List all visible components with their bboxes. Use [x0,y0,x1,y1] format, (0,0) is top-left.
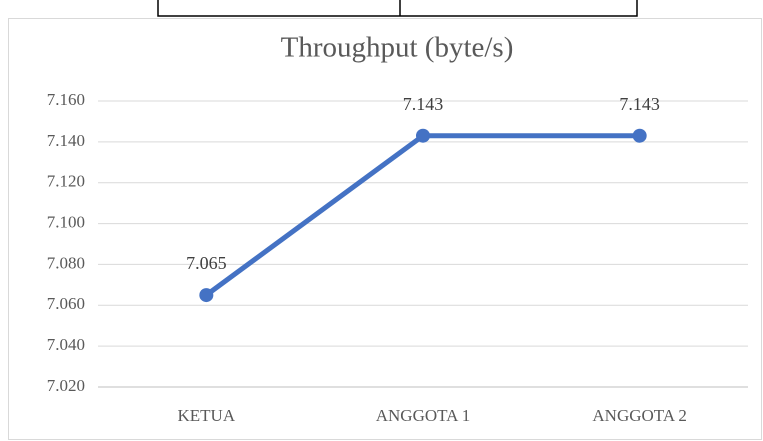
data-label: 7.143 [619,94,660,114]
y-tick-label: 7.120 [47,172,85,191]
data-label: 7.143 [403,94,444,114]
data-point [199,288,214,303]
y-tick-label: 7.060 [47,294,85,313]
y-tick-label: 7.100 [47,212,85,231]
x-tick-label: ANGGOTA 2 [592,406,687,425]
data-point [416,128,430,143]
data-label: 7.065 [186,253,227,273]
cropped-table [157,0,638,17]
y-tick-label: 7.080 [47,253,85,272]
chart-border [8,18,762,440]
y-tick-label: 7.160 [47,90,85,109]
data-point [632,128,647,143]
x-tick-label: ANGGOTA 1 [376,406,471,425]
x-tick-label: KETUA [178,406,236,425]
y-tick-label: 7.020 [47,376,85,395]
chart-title: Throughput (byte/s) [281,32,514,64]
y-tick-label: 7.140 [47,131,85,150]
y-tick-label: 7.040 [47,335,85,354]
